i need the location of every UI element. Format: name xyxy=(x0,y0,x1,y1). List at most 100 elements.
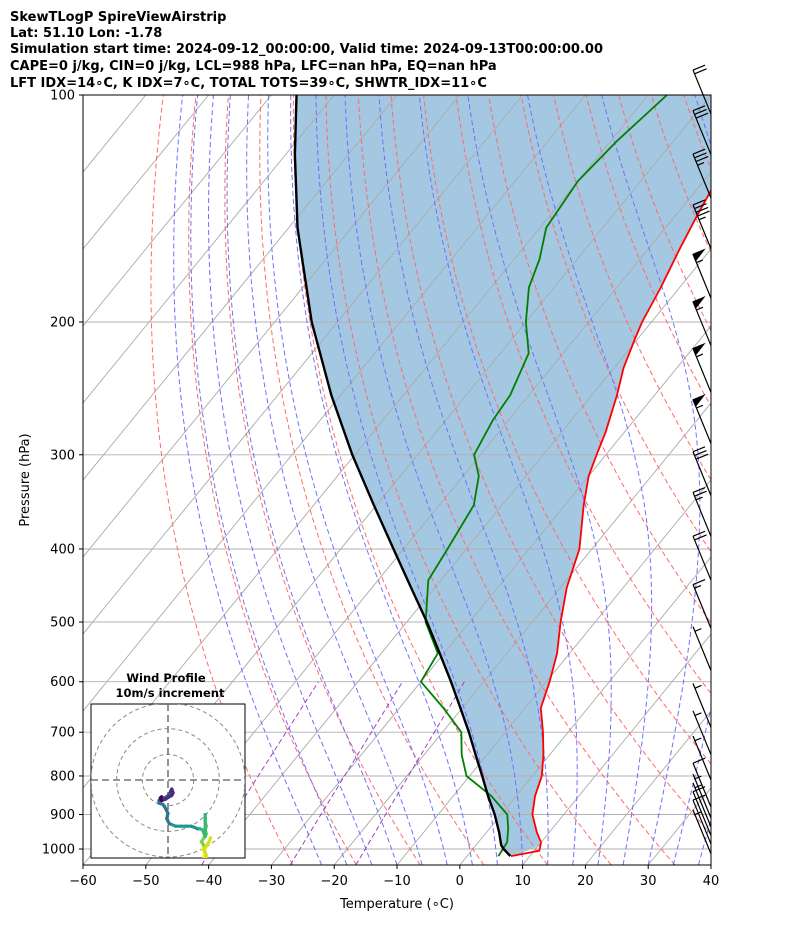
dry-adiabat-line xyxy=(325,95,612,865)
moist-adiabat-line xyxy=(418,95,578,865)
hodograph-plot xyxy=(91,704,245,858)
wind-barb-staff xyxy=(692,773,712,819)
wind-barb-staff xyxy=(692,253,712,299)
moist-adiabat-line xyxy=(226,95,398,865)
wind-barb-full xyxy=(694,152,707,159)
wind-barb-full xyxy=(694,203,707,210)
dry-adiabat-line xyxy=(390,95,711,836)
hodograph-ring xyxy=(91,704,245,858)
dry-adiabat-line xyxy=(716,95,794,865)
isotherm-line xyxy=(83,95,84,96)
moist-adiabat-line xyxy=(208,95,373,865)
x-tick-label: −40 xyxy=(195,874,222,889)
wind-barb xyxy=(692,626,712,671)
wind-barb-staff xyxy=(692,809,712,855)
x-axis-ticks: −60 −50 −40 −30 −20 −10 0 10 20 30 40 xyxy=(69,865,719,889)
moist-adiabat-line xyxy=(246,95,423,865)
x-tick-label: 30 xyxy=(640,874,657,889)
wind-barb-staff xyxy=(692,348,712,393)
wind-barb-half xyxy=(694,775,702,780)
plot-background-lines xyxy=(83,95,794,865)
hodograph-surface-segment xyxy=(202,836,213,858)
wind-barb-staff xyxy=(692,399,712,444)
wind-barb-staff xyxy=(692,735,712,781)
y-tick-label: 800 xyxy=(50,769,75,784)
dry-adiabat-line xyxy=(520,95,711,553)
wind-barb-staff xyxy=(692,762,712,808)
x-axis-label: Temperature (∘C) xyxy=(339,897,454,912)
y-tick-label: 500 xyxy=(50,616,75,631)
wind-barb-full xyxy=(695,156,709,163)
isotherm-line xyxy=(83,95,398,481)
moist-adiabat-line xyxy=(601,95,701,865)
wind-barb-flag xyxy=(692,248,706,262)
wind-barb xyxy=(692,64,712,115)
y-axis-ticks: 1000 900 800 700 600 500 400 300 200 100 xyxy=(42,89,83,858)
wind-barb xyxy=(692,295,712,346)
wind-barb-full xyxy=(694,534,707,541)
x-tick-label: −20 xyxy=(320,874,347,889)
wind-barb-full xyxy=(697,210,710,217)
wind-barb-staff xyxy=(692,301,712,346)
wind-barb xyxy=(692,486,712,537)
moist-adiabat-line xyxy=(527,95,653,865)
wind-barb-full xyxy=(695,112,709,119)
wind-barb-staff xyxy=(692,69,712,115)
moist-adiabat-line xyxy=(190,95,348,865)
dry-adiabat-line xyxy=(553,95,711,481)
wind-barb-half xyxy=(694,628,702,632)
y-axis-label: Pressure (hPa) xyxy=(18,433,33,526)
wind-barbs xyxy=(692,64,712,855)
wind-barb-full xyxy=(695,206,709,213)
x-tick-label: 0 xyxy=(456,874,464,889)
wind-barb-full xyxy=(692,579,706,586)
wind-barb-half xyxy=(697,161,705,166)
dry-adiabat-line xyxy=(781,95,794,865)
wind-barb-full xyxy=(692,486,706,494)
wind-barb-half xyxy=(696,353,704,358)
y-tick-label: 200 xyxy=(50,315,75,330)
temperature-line xyxy=(510,188,711,857)
x-tick-label: 20 xyxy=(577,874,594,889)
isotherm-line xyxy=(208,248,711,865)
dewpoint-line xyxy=(420,95,668,857)
moist-adiabats xyxy=(173,95,711,865)
isotherm-line xyxy=(83,95,586,712)
isotherm-line xyxy=(83,95,461,558)
mixing-ratio-lines xyxy=(201,681,465,865)
wind-barb xyxy=(692,773,712,819)
wind-barb-staff xyxy=(692,683,712,728)
moist-adiabat-line xyxy=(344,95,524,865)
isotherm-line xyxy=(333,402,711,865)
wind-barb xyxy=(692,199,712,250)
header-line-times: Simulation start time: 2024-09-12_00:00:… xyxy=(10,42,603,57)
wind-barb-half xyxy=(696,306,704,311)
header-line-indices: LFT IDX=14∘C, K IDX=7∘C, TOTAL TOTS=39∘C… xyxy=(10,76,487,91)
x-tick-label: −60 xyxy=(69,874,96,889)
moist-adiabat-line xyxy=(467,95,612,865)
wind-barb-full xyxy=(692,105,706,112)
dry-adiabat-line xyxy=(423,95,711,765)
wind-barb-staff xyxy=(692,799,712,845)
wind-barb xyxy=(692,105,712,155)
x-tick-label: 40 xyxy=(703,874,720,889)
cin-shaded-area xyxy=(295,95,711,856)
wind-barb-half xyxy=(694,712,702,717)
y-tick-label: 700 xyxy=(50,726,75,741)
moist-adiabat-line xyxy=(173,95,323,865)
moist-adiabat-line xyxy=(267,95,448,865)
wind-barb-half xyxy=(696,404,704,409)
header-line-cape: CAPE=0 j/kg, CIN=0 j/kg, LCL=988 hPa, LF… xyxy=(10,59,497,74)
wind-barb xyxy=(692,710,712,756)
moist-adiabat-line xyxy=(290,95,473,865)
wind-barb-flag xyxy=(692,342,706,356)
isotherm-line xyxy=(459,556,711,865)
dry-adiabat-line xyxy=(259,95,485,865)
wind-barb-staff xyxy=(692,492,712,537)
dry-adiabat-line xyxy=(749,95,794,865)
isotherm-line xyxy=(145,171,711,865)
isotherm-line xyxy=(83,95,209,250)
y-tick-label: 300 xyxy=(50,448,75,463)
wind-barb xyxy=(692,446,712,496)
